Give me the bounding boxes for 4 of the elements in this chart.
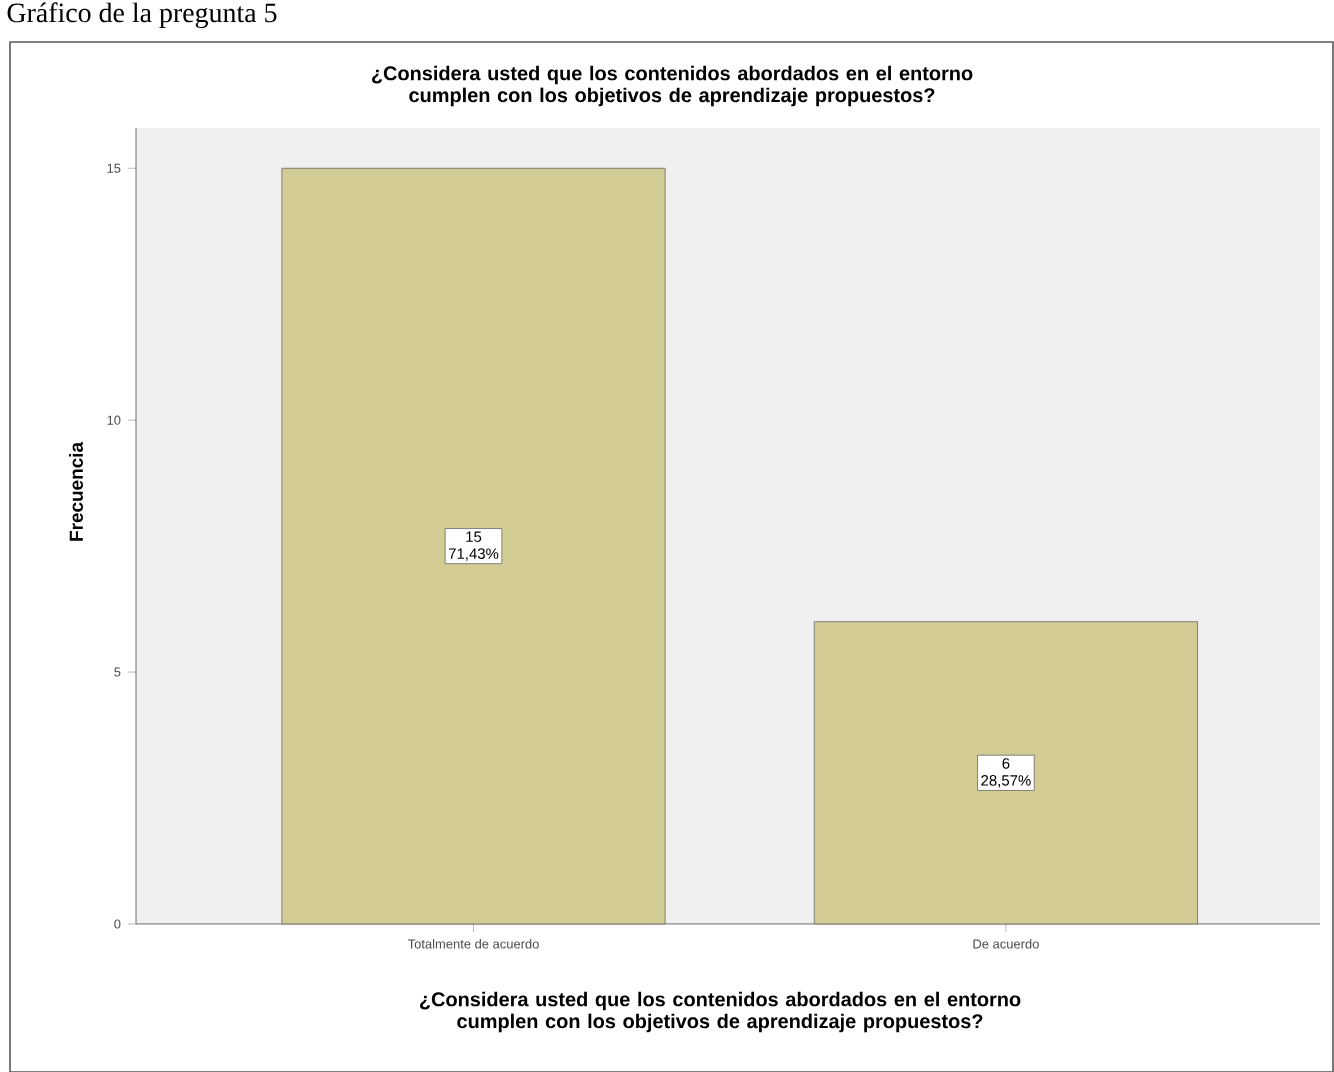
y-axis-title: Frecuencia xyxy=(69,441,83,541)
chart-title: ¿Considera usted que los contenidos abordados en el entorno cumplen con los objetivos de aprendizaje propuestos? xyxy=(372,65,973,107)
text: Gráfico de la pregunta 5 xyxy=(7,2,277,29)
x-axis-title: ¿Considera usted que los contenidos abordados en el entorno cumplen con los objetivos de aprendizaje propuestos? xyxy=(420,991,1021,1033)
